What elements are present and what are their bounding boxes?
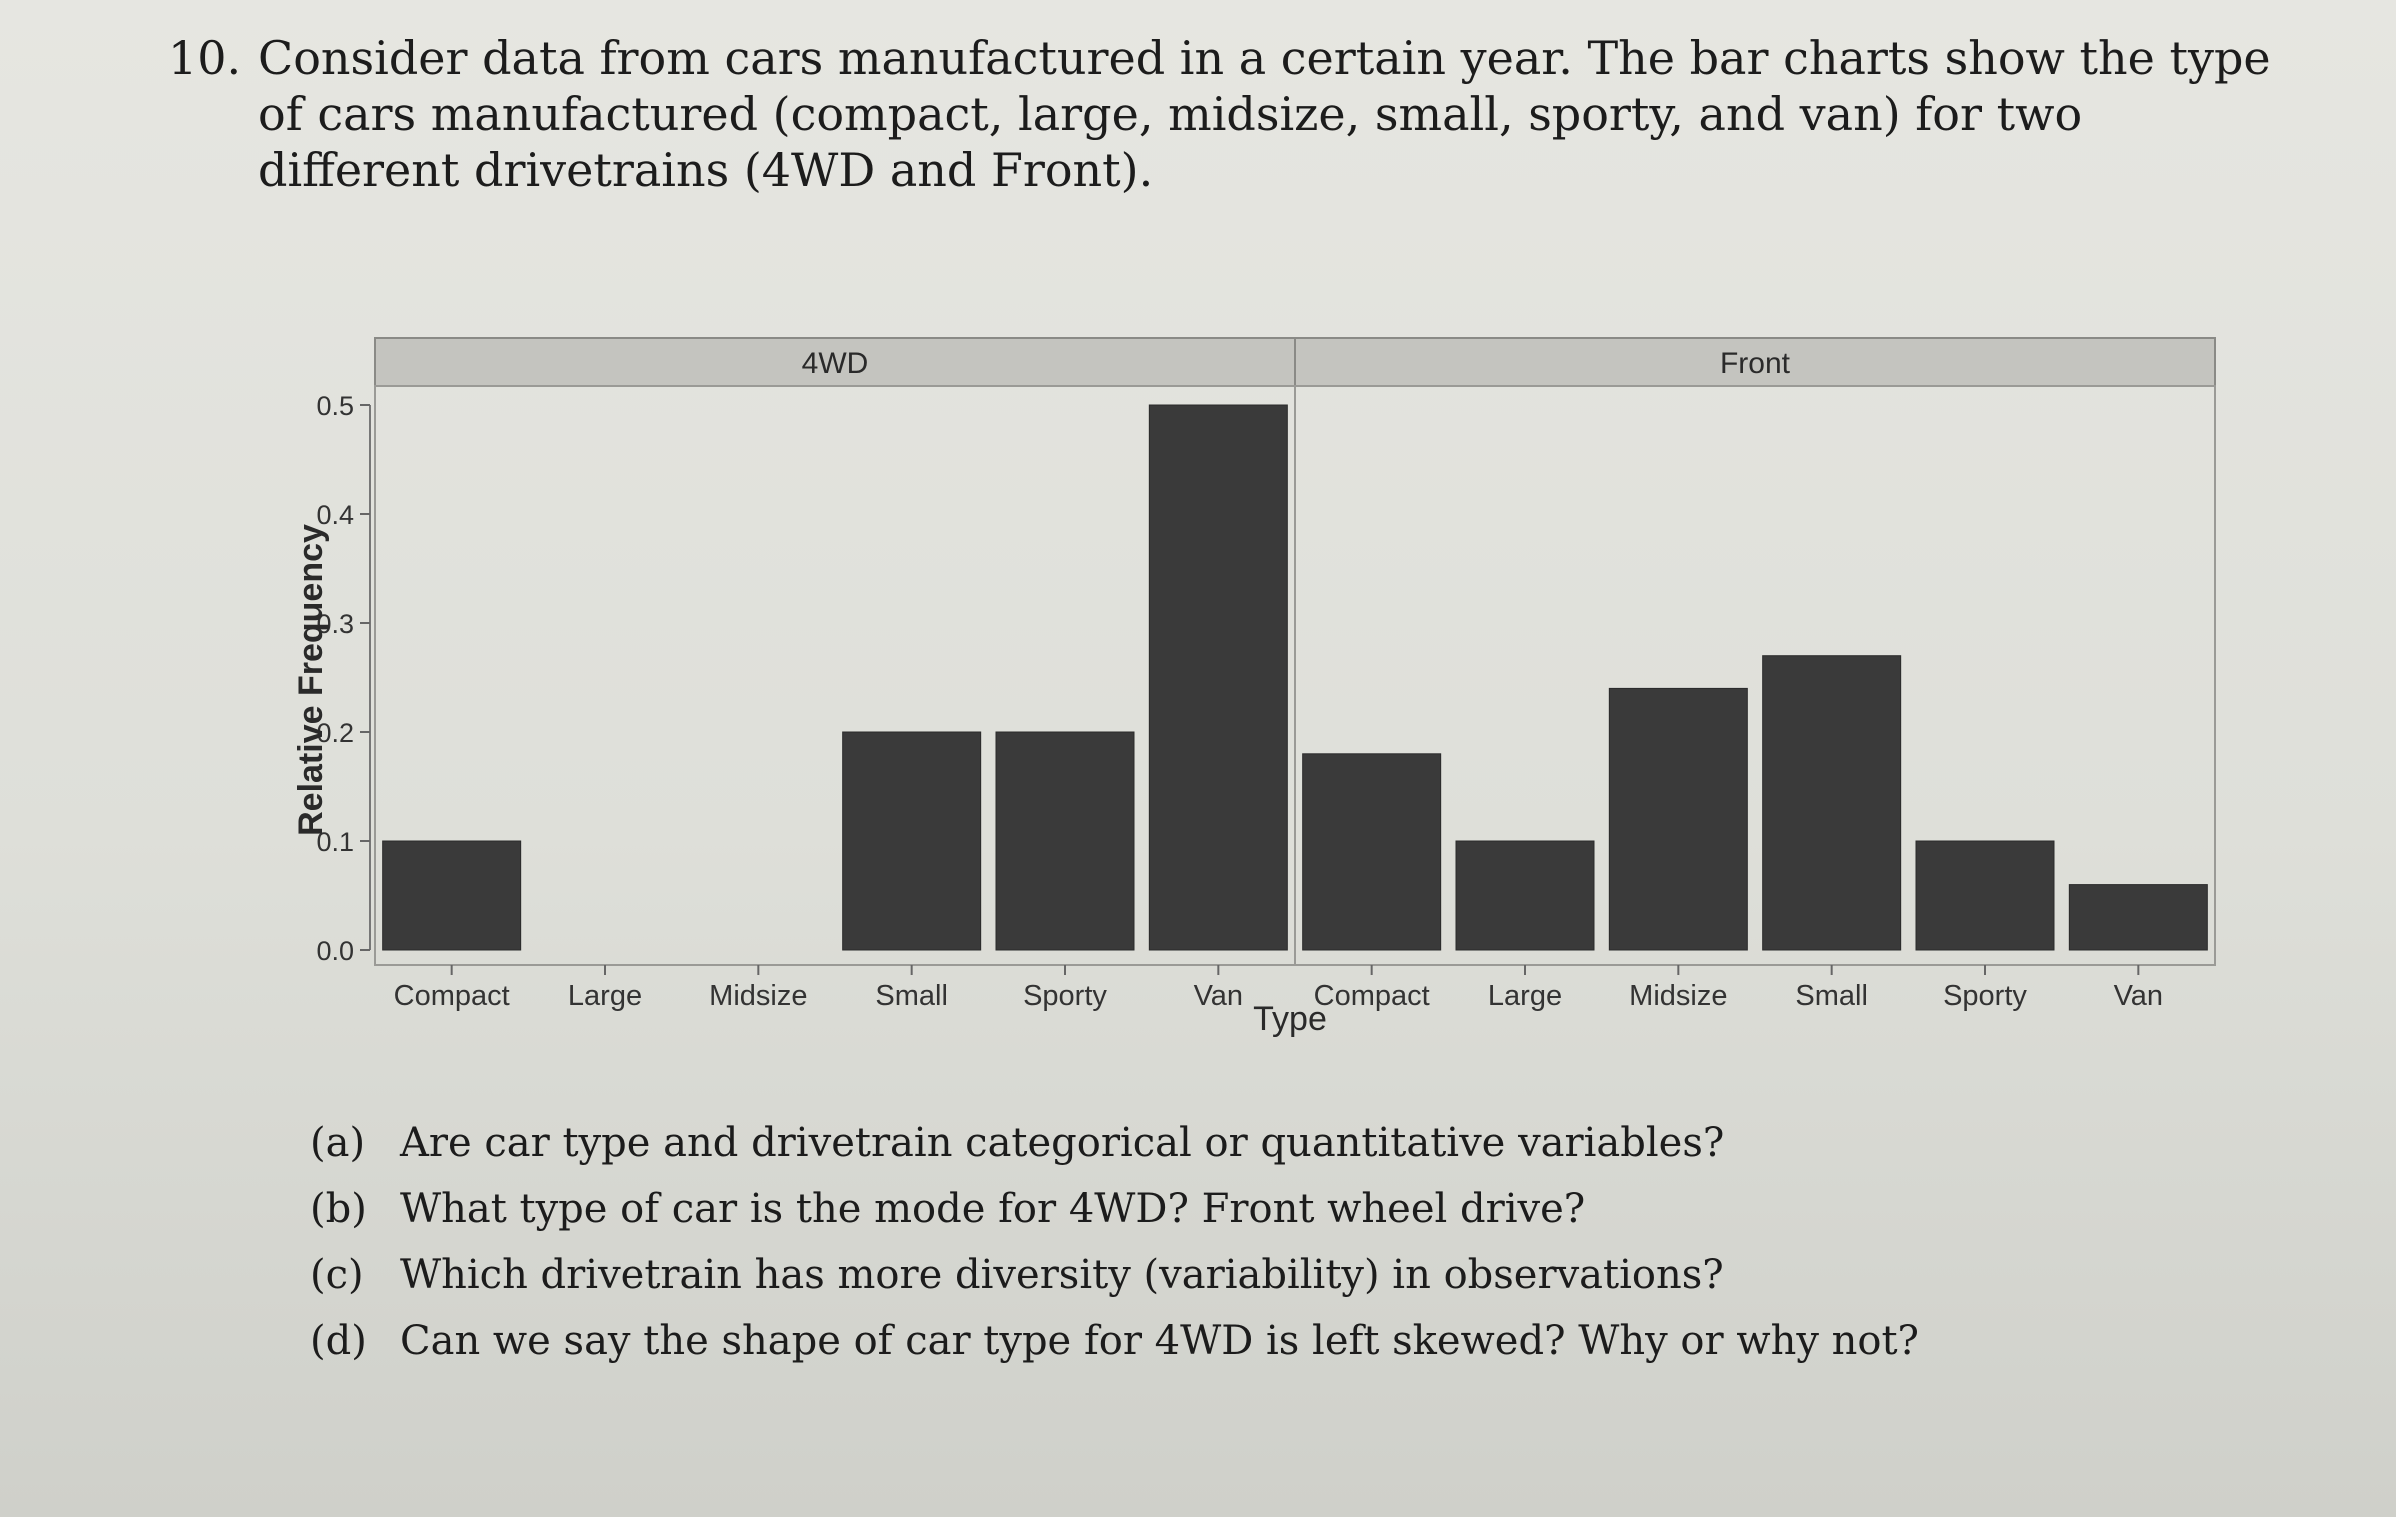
x-tick-label: Small — [875, 980, 948, 1012]
y-tick-label: 0.4 — [316, 500, 354, 530]
question-letter: (b) — [310, 1186, 367, 1232]
y-tick-label: 0.0 — [316, 936, 354, 966]
x-tick-label: Compact — [394, 980, 510, 1012]
bar — [842, 731, 982, 951]
chart-layer: 0.0 0.1 0.2 0.3 0.4 0.5 Relative Frequency 4WD C… — [292, 337, 2216, 1038]
y-tick-label: 0.5 — [316, 391, 354, 421]
problem-text: Consider data from cars manufactured in … — [258, 31, 2271, 197]
x-tick-label: Midsize — [709, 980, 807, 1012]
question-a: (a) Are car type and drivetrain categori… — [310, 1110, 2010, 1176]
panel-plot-area — [1294, 385, 2216, 966]
bar — [1608, 687, 1748, 951]
question-c: (c) Which drivetrain has more diversity … — [310, 1242, 2010, 1308]
bar — [1915, 840, 2055, 951]
panel-strip — [1294, 337, 2216, 387]
question-d: (d) Can we say the shape of car type for… — [310, 1308, 2010, 1374]
bar — [2068, 884, 2208, 951]
bar — [1762, 655, 1902, 951]
x-tick-label: Midsize — [1629, 980, 1727, 1012]
x-tick-label: Sporty — [1943, 980, 2027, 1012]
problem-number: 10. — [168, 31, 242, 85]
y-axis-label: Relative Frequency — [292, 524, 330, 836]
panel-title: Front — [1720, 347, 1791, 380]
x-tick-label: Large — [1488, 980, 1562, 1012]
bar — [1455, 840, 1595, 951]
bar — [382, 840, 522, 951]
x-tick-label: Small — [1795, 980, 1868, 1012]
question-b: (b) What type of car is the mode for 4WD… — [310, 1176, 2010, 1242]
panel-title: 4WD — [802, 347, 869, 380]
y-tick-label: 0.3 — [316, 609, 354, 639]
x-axis-label: Type — [1253, 1000, 1327, 1038]
y-tick-label: 0.2 — [316, 718, 354, 748]
question-text: Can we say the shape of car type for 4WD… — [400, 1318, 1920, 1364]
x-tick-label: Van — [2114, 980, 2163, 1012]
question-text: Are car type and drivetrain categorical … — [400, 1120, 1725, 1166]
question-list: (a) Are car type and drivetrain categori… — [310, 1110, 2010, 1374]
question-letter: (c) — [310, 1252, 364, 1298]
bar — [1148, 404, 1288, 951]
question-letter: (d) — [310, 1318, 367, 1364]
x-tick-label: Sporty — [1023, 980, 1107, 1012]
question-letter: (a) — [310, 1120, 366, 1166]
x-tick-label: Compact — [1314, 980, 1430, 1012]
x-tick-label: Van — [1194, 980, 1243, 1012]
x-tick-label: Large — [568, 980, 642, 1012]
y-tick-label: 0.1 — [316, 827, 354, 857]
question-text: Which drivetrain has more diversity (var… — [400, 1252, 1724, 1298]
bar — [1302, 753, 1442, 951]
panel-strip — [374, 337, 1296, 387]
question-text: What type of car is the mode for 4WD? Fr… — [400, 1186, 1586, 1232]
bar — [995, 731, 1135, 951]
